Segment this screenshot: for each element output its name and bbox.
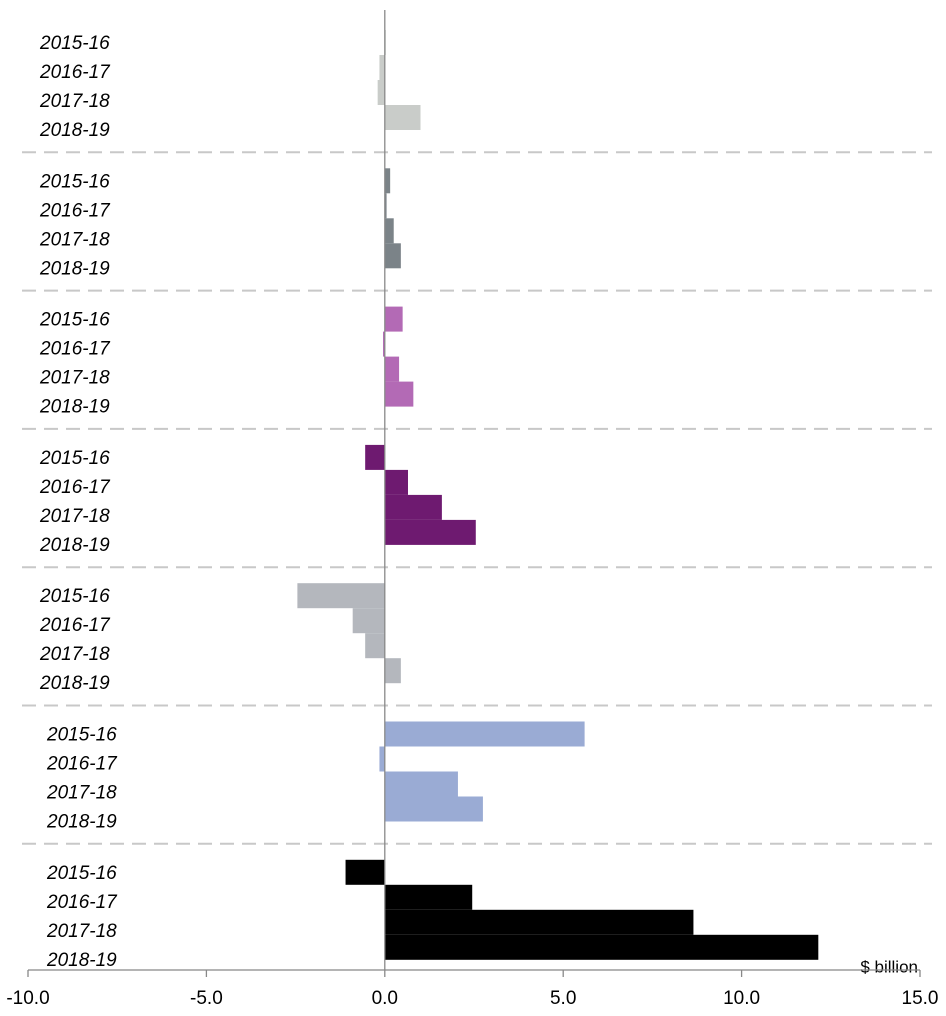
category-label: 2017-18	[39, 506, 110, 527]
x-tick-label: -5.0	[190, 988, 223, 1009]
bar	[384, 193, 387, 219]
bar	[384, 243, 401, 269]
x-tick-label: 0.0	[372, 988, 398, 1009]
category-label: 2017-18	[39, 368, 110, 389]
bar	[384, 469, 408, 495]
bar	[383, 331, 385, 357]
category-label: 2015-16	[39, 33, 110, 54]
category-label: 2015-16	[39, 448, 110, 469]
category-label: 2015-16	[46, 863, 117, 884]
bar	[365, 633, 385, 659]
category-label: 2018-19	[39, 673, 110, 694]
x-tick-label: 10.0	[723, 988, 760, 1009]
bar	[352, 608, 385, 634]
category-label: 2015-16	[39, 586, 110, 607]
category-label: 2016-17	[39, 62, 111, 83]
bar	[297, 583, 385, 609]
category-label: 2017-18	[39, 644, 110, 665]
bar	[377, 80, 385, 105]
x-axis-label: $ billion	[860, 957, 918, 976]
category-label: 2015-16	[46, 725, 117, 746]
bar	[384, 519, 476, 545]
bar	[384, 796, 483, 822]
category-label: 2016-17	[46, 892, 118, 913]
bar	[384, 658, 401, 684]
category-label: 2018-19	[39, 535, 110, 556]
category-label: 2016-17	[39, 615, 111, 636]
category-label: 2016-17	[39, 339, 111, 360]
category-label: 2017-18	[46, 783, 117, 804]
bar	[384, 306, 403, 332]
category-label: 2015-16	[39, 171, 110, 192]
bar	[345, 859, 385, 885]
bar	[365, 444, 385, 470]
bar	[384, 909, 694, 935]
bar	[384, 356, 400, 382]
category-label: 2016-17	[39, 477, 111, 498]
category-label: 2017-18	[39, 229, 110, 250]
category-label: 2018-19	[39, 397, 110, 418]
category-label: 2015-16	[39, 310, 110, 331]
category-label: 2018-19	[39, 258, 110, 279]
x-tick-label: -10.0	[6, 988, 49, 1009]
bar	[379, 746, 385, 772]
category-label: 2017-18	[39, 91, 110, 112]
category-label: 2018-19	[46, 950, 117, 971]
bar	[384, 105, 421, 130]
x-tick-label: 15.0	[902, 988, 939, 1009]
bar	[379, 55, 385, 80]
bar	[384, 884, 473, 910]
bar	[384, 934, 819, 960]
x-tick-label: 5.0	[550, 988, 576, 1009]
category-label: 2016-17	[46, 754, 118, 775]
bar	[384, 218, 394, 244]
bar	[384, 381, 414, 407]
bar	[384, 771, 458, 797]
bar	[384, 721, 585, 747]
category-label: 2016-17	[39, 200, 111, 221]
bar	[384, 168, 391, 194]
bar	[384, 494, 442, 520]
category-label: 2018-19	[39, 120, 110, 141]
category-label: 2018-19	[46, 812, 117, 833]
category-label: 2017-18	[46, 921, 117, 942]
